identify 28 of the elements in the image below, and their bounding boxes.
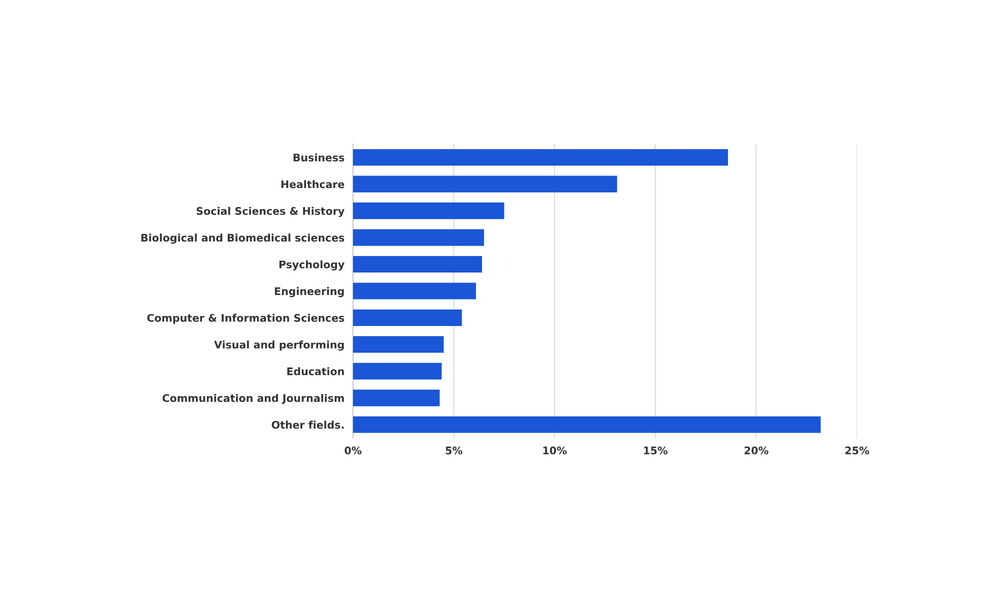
y-tick-label: Business — [294, 153, 344, 162]
y-tick-label: Psychology — [279, 260, 344, 270]
bar — [353, 229, 484, 246]
bar — [353, 176, 618, 192]
bar — [353, 149, 728, 166]
x-tick-label: 0% — [344, 446, 362, 454]
bar — [353, 282, 476, 300]
y-tick-label: Other fields. — [272, 420, 344, 429]
x-tick-label: 25% — [845, 446, 870, 454]
bar — [353, 202, 504, 220]
bar — [353, 362, 442, 380]
y-tick-label: Education — [287, 367, 344, 376]
y-tick-label: Visual and performing — [214, 340, 344, 351]
x-tick-label: 5% — [446, 446, 462, 454]
y-tick-label: Healthcare — [281, 180, 344, 188]
bar — [353, 336, 444, 353]
y-tick-label: Communication and Journalism — [162, 394, 344, 404]
bar — [353, 309, 462, 326]
bar — [353, 256, 482, 273]
x-tick-label: 10% — [543, 446, 567, 454]
bar — [353, 416, 821, 433]
y-tick-label: Computer & Information Sciences — [147, 314, 344, 324]
x-tick-label: 20% — [744, 446, 768, 454]
x-tick-label: 15% — [644, 446, 668, 454]
y-tick-label: Engineering — [274, 287, 344, 298]
bar — [353, 390, 440, 406]
y-tick-label: Social Sciences & History — [196, 206, 344, 218]
y-tick-label: Biological and Biomedical sciences — [141, 234, 344, 244]
